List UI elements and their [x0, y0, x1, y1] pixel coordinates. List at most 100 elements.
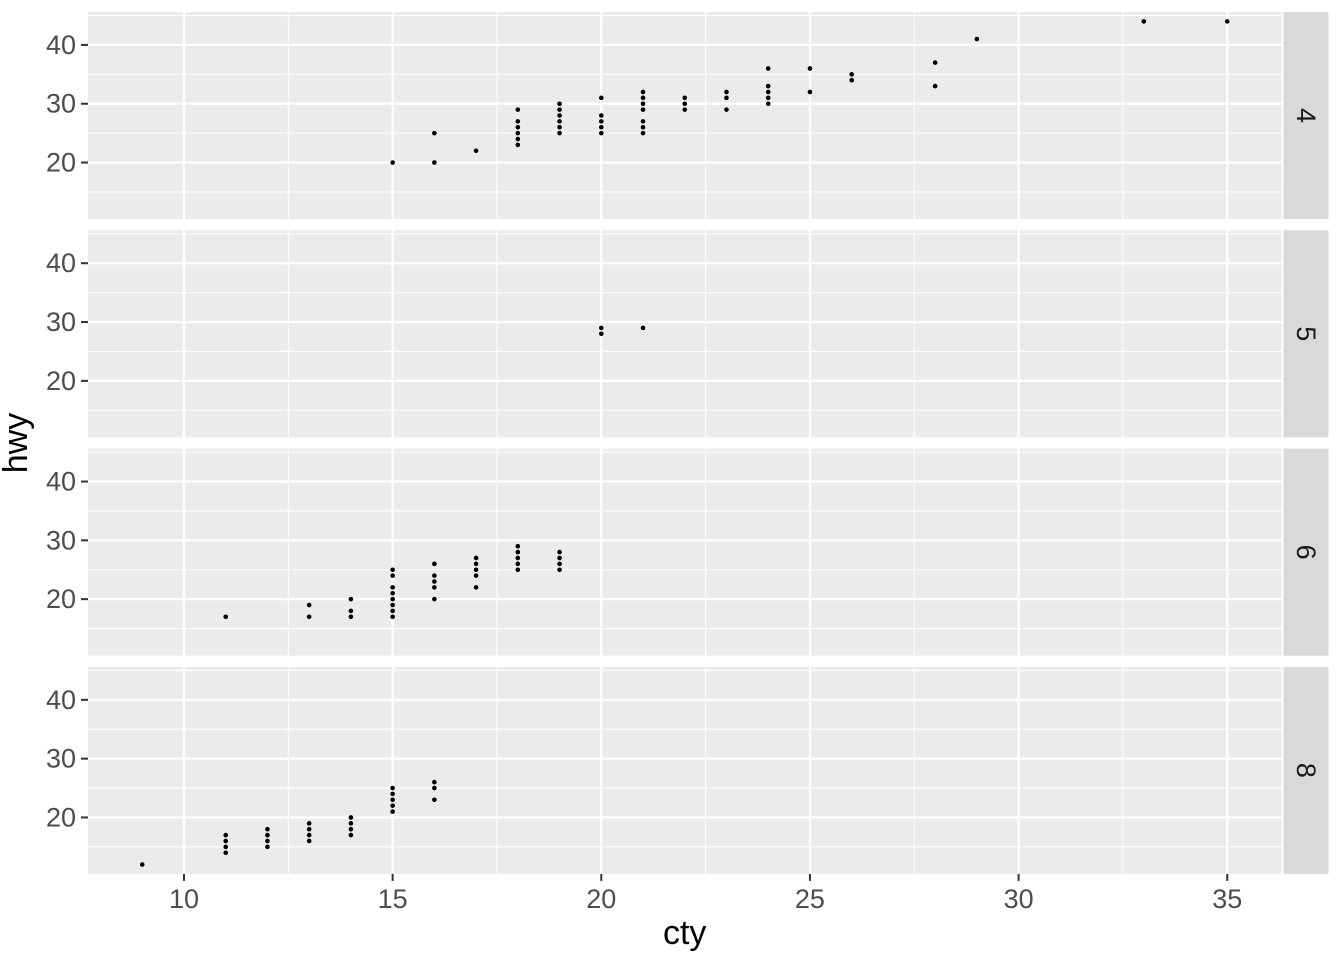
data-point: [598, 331, 604, 337]
data-point: [640, 89, 646, 95]
data-point: [640, 130, 646, 136]
data-point: [306, 602, 312, 608]
data-point: [932, 60, 938, 65]
y-axis-tick-label: 30: [46, 744, 76, 774]
data-point: [515, 549, 521, 555]
data-point: [640, 124, 646, 130]
data-point: [390, 573, 395, 578]
data-point: [265, 844, 270, 850]
data-point: [306, 832, 312, 838]
data-point: [557, 549, 562, 555]
data-point: [223, 844, 229, 850]
data-point: [432, 579, 437, 584]
data-point: [557, 113, 562, 118]
x-axis-tick-label: 25: [795, 884, 825, 914]
data-point: [515, 142, 521, 148]
y-axis-tick-label: 40: [46, 685, 76, 715]
data-point: [348, 832, 354, 838]
data-point: [640, 101, 646, 107]
data-point: [223, 832, 229, 838]
facet-panel-6: 6: [88, 448, 1329, 656]
data-point: [515, 130, 521, 136]
y-axis-tick-label: 20: [46, 584, 76, 614]
panel-background: [88, 448, 1282, 656]
x-axis-tick-label: 15: [378, 884, 408, 914]
y-axis-tick-label: 30: [46, 89, 76, 119]
data-point: [390, 809, 395, 814]
data-point: [765, 95, 771, 101]
x-axis-tick-label: 35: [1212, 884, 1242, 914]
data-point: [390, 585, 395, 590]
data-point: [432, 573, 437, 578]
y-axis-tick-label: 20: [46, 802, 76, 832]
data-point: [724, 89, 729, 95]
panel-background: [88, 666, 1282, 874]
data-point: [223, 850, 229, 856]
data-point: [473, 148, 479, 154]
facet-panel-5: 5: [88, 230, 1329, 438]
x-axis-tick-label: 20: [586, 884, 616, 914]
data-point: [306, 838, 312, 844]
data-point: [807, 89, 813, 95]
y-axis-title: hwy: [0, 413, 35, 473]
data-point: [473, 573, 479, 578]
x-axis-tick-label: 30: [1004, 884, 1034, 914]
data-point: [432, 596, 437, 602]
x-axis-title: cty: [663, 914, 706, 952]
data-point: [640, 325, 646, 331]
facet-strip-label: 5: [1291, 326, 1321, 341]
y-axis-tick-label: 40: [46, 30, 76, 60]
data-point: [432, 585, 437, 590]
data-point: [598, 124, 604, 130]
data-point: [265, 832, 270, 838]
data-point: [765, 101, 771, 107]
data-point: [265, 826, 270, 832]
data-point: [765, 83, 771, 89]
data-point: [1224, 19, 1230, 24]
data-point: [390, 785, 395, 791]
data-point: [849, 72, 854, 77]
data-point: [348, 614, 354, 620]
data-point: [724, 95, 729, 101]
data-point: [473, 585, 479, 590]
facet-strip-4: [1283, 12, 1329, 219]
data-point: [640, 95, 646, 101]
facet-strip-6: [1283, 448, 1329, 656]
data-point: [432, 160, 437, 165]
data-point: [223, 614, 229, 620]
data-point: [139, 862, 145, 867]
y-axis-tick-label: 30: [46, 307, 76, 337]
data-point: [390, 797, 395, 803]
data-point: [306, 614, 312, 620]
facet-strip-5: [1283, 230, 1329, 438]
data-point: [682, 107, 688, 112]
data-point: [473, 567, 479, 573]
data-point: [557, 130, 562, 136]
data-point: [390, 602, 395, 608]
data-point: [557, 567, 562, 573]
data-point: [724, 107, 729, 112]
data-point: [306, 821, 312, 826]
y-axis-tick-label: 20: [46, 148, 76, 178]
data-point: [682, 95, 688, 101]
data-point: [390, 608, 395, 614]
y-axis-tick-label: 20: [46, 366, 76, 396]
data-point: [640, 119, 646, 124]
data-point: [1141, 19, 1147, 24]
facet-strip-label: 8: [1291, 763, 1321, 778]
data-point: [390, 803, 395, 808]
data-point: [515, 107, 521, 112]
data-point: [473, 561, 479, 567]
data-point: [557, 119, 562, 124]
data-point: [348, 596, 354, 602]
data-point: [432, 130, 437, 136]
facet-strip-label: 4: [1291, 108, 1321, 123]
data-point: [390, 596, 395, 602]
data-point: [557, 561, 562, 567]
facet-strip-label: 6: [1291, 545, 1321, 560]
data-point: [432, 797, 437, 803]
data-point: [598, 130, 604, 136]
x-axis-tick-label: 10: [169, 884, 199, 914]
